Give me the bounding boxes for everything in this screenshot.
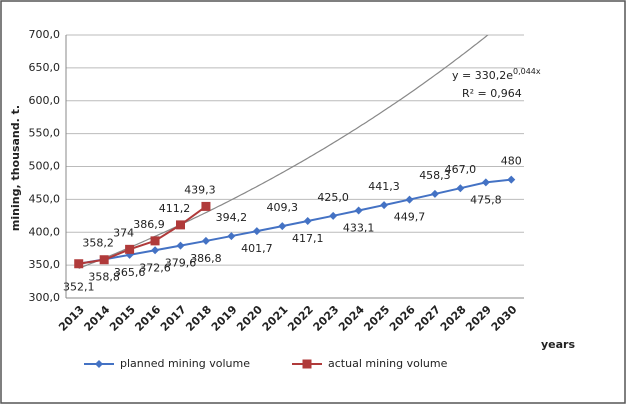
data-label: 417,1 [292,232,324,245]
data-label: 374 [113,226,134,239]
data-label: 358,2 [82,237,114,250]
marker [125,244,135,254]
data-label: 372,6 [139,261,171,274]
data-label: 433,1 [343,221,375,234]
data-label: 467,0 [445,163,477,176]
marker [176,220,185,230]
marker [176,241,185,250]
data-label: 449,7 [394,211,426,224]
y-tick-label: 500,0 [29,160,61,173]
marker [481,178,490,187]
marker [99,255,109,265]
marker [303,217,312,226]
marker [252,227,261,236]
legend-marker [95,360,103,368]
data-label: 475,8 [470,193,502,206]
y-tick-label: 700,0 [29,28,61,41]
data-label: 409,3 [267,201,299,214]
legend-marker [302,359,312,369]
x-axis-label: years [541,338,575,351]
trend-equation: y = 330,2e0,044x [452,67,541,83]
data-label: 425,0 [317,191,349,204]
marker [227,232,236,241]
marker [201,201,211,211]
data-label: 394,2 [216,211,248,224]
y-tick-label: 450,0 [29,192,61,205]
trend-r2: R² = 0,964 [462,87,522,100]
marker [405,195,414,204]
trend-equation-base: y = 330,2e [452,69,513,82]
marker [150,236,160,246]
marker [201,236,210,245]
legend-label: actual mining volume [328,357,448,370]
data-label: 458,3 [419,169,451,182]
marker [456,184,465,193]
data-label: 439,3 [184,183,216,196]
data-label: 411,2 [159,202,191,215]
data-label: 386,9 [133,218,165,231]
marker [74,259,84,269]
y-tick-label: 400,0 [29,225,61,238]
y-tick-label: 650,0 [29,61,61,74]
series-line [78,178,512,265]
y-tick-label: 550,0 [29,127,61,140]
y-tick-label: 600,0 [29,94,61,107]
trend-equation-exponent: 0,044x [513,67,541,76]
legend-label: planned mining volume [120,357,250,370]
y-tick-label: 300,0 [29,291,61,304]
data-label: 480 [501,155,522,168]
marker [278,222,287,231]
marker [380,201,389,210]
data-label: 352,1 [63,281,95,294]
marker [329,211,338,220]
data-label: 441,3 [368,180,400,193]
marker [151,246,160,255]
marker [354,206,363,215]
data-label: 365,6 [114,266,146,279]
marker [430,189,439,198]
y-axis-label: mining, thousand. t. [9,105,22,231]
marker [507,175,516,184]
data-label: 386,8 [190,252,222,265]
data-label: 358,8 [88,270,120,283]
y-tick-label: 350,0 [29,258,61,271]
data-label: 401,7 [241,242,273,255]
data-label: 379,6 [165,257,197,270]
